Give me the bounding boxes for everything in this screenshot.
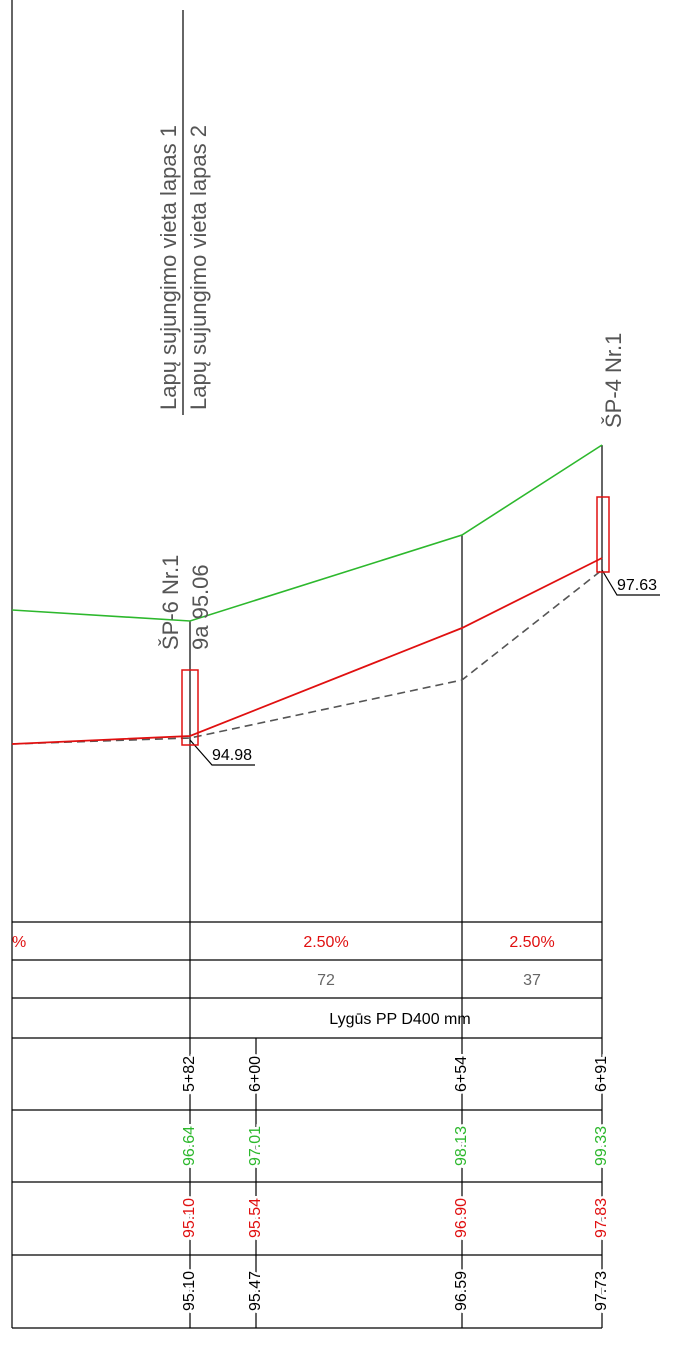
design-value: 95.54 xyxy=(247,1198,264,1238)
well-label: ŠP-6 Nr.1 xyxy=(158,555,183,650)
design-value: 97.83 xyxy=(593,1198,610,1238)
well-note: 9a 95.06 xyxy=(188,564,213,650)
ground-value: 96.64 xyxy=(181,1126,198,1166)
well-box xyxy=(181,669,199,746)
ground-value: 98.13 xyxy=(453,1126,470,1166)
stations-value: 6+54 xyxy=(453,1056,470,1092)
length: 72 xyxy=(317,972,335,989)
joint-label: Lapų sujungimo vieta lapas 2 xyxy=(186,125,211,410)
well-label: ŠP-4 Nr.1 xyxy=(601,333,626,428)
existing-line xyxy=(11,569,603,745)
slope: % xyxy=(12,934,26,951)
stations-value: 6+00 xyxy=(247,1056,264,1092)
slope: 2.50% xyxy=(509,934,554,951)
length: 37 xyxy=(523,972,541,989)
material: Lygūs PP D400 mm xyxy=(329,1011,470,1028)
ground-value: 97.01 xyxy=(247,1126,264,1166)
existing-value: 97.73 xyxy=(593,1271,610,1311)
existing-value: 96.59 xyxy=(453,1271,470,1311)
well-box xyxy=(596,496,610,573)
existing-value: 95.47 xyxy=(247,1271,264,1311)
stations-value: 5+82 xyxy=(181,1056,198,1092)
slope: 2.50% xyxy=(303,934,348,951)
joint-label: Lapų sujungimo vieta lapas 1 xyxy=(156,125,181,410)
design-value: 95.10 xyxy=(181,1198,198,1238)
table-columns: 5+82 6+00 6+54 6+91 96.64 97.01 98.13 99.33 95.1… xyxy=(179,1053,613,1313)
ground-value: 99.33 xyxy=(593,1126,610,1166)
ground-line xyxy=(11,444,603,622)
stations-value: 6+91 xyxy=(593,1056,610,1092)
level-label: 94.98 xyxy=(212,747,252,764)
design-line xyxy=(11,557,603,745)
design-value: 96.90 xyxy=(453,1198,470,1238)
existing-value: 95.10 xyxy=(181,1271,198,1311)
level-label: 97.63 xyxy=(617,577,657,594)
frame xyxy=(11,0,660,1329)
